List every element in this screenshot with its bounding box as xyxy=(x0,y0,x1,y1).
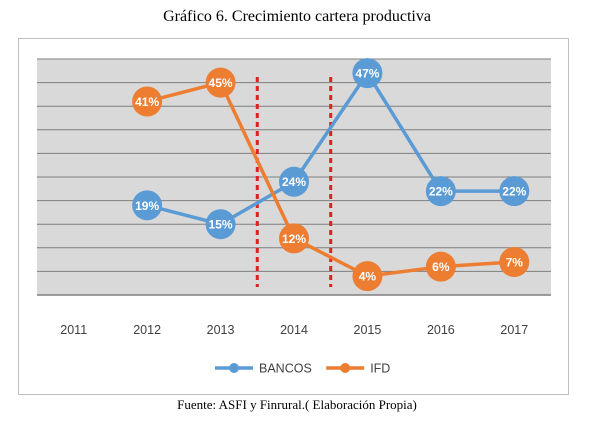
legend-label: BANCOS xyxy=(259,362,312,376)
data-point xyxy=(425,176,456,207)
legend-item: BANCOS xyxy=(215,362,312,376)
data-label: 22% xyxy=(502,185,526,199)
data-point xyxy=(499,246,530,277)
chart-frame: 2011 2012 2013 2014 2015 2016 2017 19% 15% 24% 47%… xyxy=(18,38,569,395)
line-chart: 2011 2012 2013 2014 2015 2016 2017 19% 15% 24% 47%… xyxy=(37,58,551,376)
data-point xyxy=(352,261,383,292)
data-label: 24% xyxy=(282,175,306,189)
series-ifd: 41% 45% 12% 4% 6% 7% xyxy=(132,67,530,292)
legend-marker xyxy=(340,363,351,373)
legend: BANCOS IFD xyxy=(215,362,390,376)
data-label: 19% xyxy=(135,199,159,213)
data-label: 47% xyxy=(355,67,379,81)
x-tick-label: 2012 xyxy=(133,323,161,337)
data-label: 7% xyxy=(506,255,524,269)
data-point xyxy=(279,223,309,254)
data-label: 12% xyxy=(282,232,306,246)
x-tick-label: 2017 xyxy=(500,323,528,337)
data-point xyxy=(279,166,309,197)
series-bancos: 19% 15% 24% 47% 22% 22% xyxy=(132,58,530,240)
data-point xyxy=(132,86,163,117)
data-point xyxy=(352,58,383,89)
x-tick-label: 2011 xyxy=(60,323,87,337)
data-label: 6% xyxy=(432,260,450,274)
data-point xyxy=(425,251,456,282)
data-point xyxy=(205,67,236,98)
legend-label: IFD xyxy=(370,362,390,376)
x-tick-label: 2016 xyxy=(427,323,455,337)
x-tick-label: 2015 xyxy=(354,323,382,337)
data-label: 41% xyxy=(135,95,159,109)
data-label: 4% xyxy=(359,270,377,284)
legend-marker xyxy=(229,363,239,373)
data-point xyxy=(499,176,530,207)
x-tick-label: 2013 xyxy=(207,323,235,337)
chart-title: Gráfico 6. Crecimiento cartera productiv… xyxy=(163,8,431,25)
data-point xyxy=(205,209,236,240)
x-tick-label: 2014 xyxy=(280,323,308,337)
data-label: 22% xyxy=(429,185,453,199)
x-axis-ticks: 2011 2012 2013 2014 2015 2016 2017 xyxy=(60,323,528,337)
legend-item: IFD xyxy=(326,362,390,376)
data-label: 15% xyxy=(209,218,233,232)
data-label: 45% xyxy=(209,76,233,90)
source-note: Fuente: ASFI y Finrural.( Elaboración Pr… xyxy=(177,397,417,412)
data-point xyxy=(132,190,163,221)
